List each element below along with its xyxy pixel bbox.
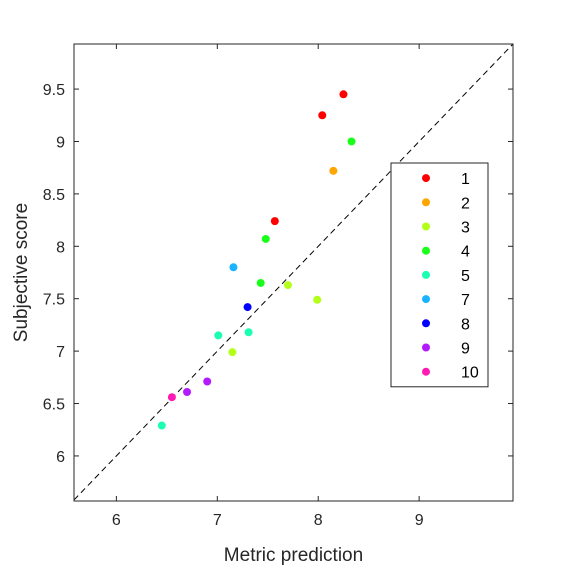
data-point-series-3: [228, 348, 237, 357]
x-axis-label: Metric prediction: [224, 545, 363, 566]
legend-label-4: 4: [461, 244, 470, 261]
legend-marker-9: [422, 343, 430, 352]
legend-label-10: 10: [461, 365, 479, 382]
legend-marker-8: [422, 319, 430, 328]
x-tick-label: 6: [112, 512, 121, 529]
y-axis-label: Subjective score: [11, 203, 32, 342]
data-point-series-8: [243, 303, 252, 312]
legend-label-3: 3: [461, 220, 470, 237]
data-point-series-5: [157, 421, 166, 430]
y-tick-label: 6: [56, 449, 65, 466]
data-point-series-2: [329, 166, 338, 175]
x-tick-label: 7: [213, 512, 222, 529]
y-tick-label: 9: [56, 134, 65, 151]
legend-label-1: 1: [461, 171, 470, 188]
y-tick-label: 8.5: [43, 187, 65, 204]
legend-marker-5: [422, 270, 430, 279]
legend-label-5: 5: [461, 268, 470, 285]
legend-marker-4: [422, 246, 430, 255]
legend-box: [390, 162, 489, 388]
data-point-series-3: [283, 281, 292, 290]
y-tick-label: 6.5: [43, 397, 65, 414]
legend-marker-3: [422, 222, 430, 231]
data-point-series-7: [229, 263, 238, 272]
legend-label-7: 7: [461, 292, 470, 309]
data-point-series-1: [270, 217, 279, 226]
plot-border: [73, 43, 514, 502]
y-tick-label: 8: [56, 239, 65, 256]
data-point-series-5: [214, 331, 223, 340]
data-point-series-9: [183, 387, 192, 396]
y-tick-label: 9.5: [43, 82, 65, 99]
legend-label-9: 9: [461, 341, 470, 358]
data-point-series-1: [339, 90, 348, 99]
legend: 1 2 3 4 5 7 8 9 10: [390, 162, 489, 388]
legend-marker-7: [422, 295, 430, 304]
data-point-series-4: [256, 278, 265, 287]
x-tick-label: 9: [415, 512, 424, 529]
data-point-series-1: [318, 111, 327, 120]
data-point-series-9: [203, 377, 212, 386]
y-tick-label: 7.5: [43, 292, 65, 309]
data-point-series-4: [347, 137, 356, 146]
legend-marker-10: [422, 367, 430, 376]
data-point-series-5: [244, 328, 253, 337]
legend-label-8: 8: [461, 316, 470, 333]
data-point-series-4: [261, 234, 270, 243]
x-tick-label: 8: [314, 512, 323, 529]
reference-line: [73, 43, 514, 501]
legend-marker-2: [422, 198, 430, 207]
data-point-series-3: [313, 295, 322, 304]
legend-marker-1: [422, 174, 430, 183]
legend-label-2: 2: [461, 195, 470, 212]
data-point-series-10: [167, 393, 176, 402]
y-tick-label: 7: [56, 344, 65, 361]
